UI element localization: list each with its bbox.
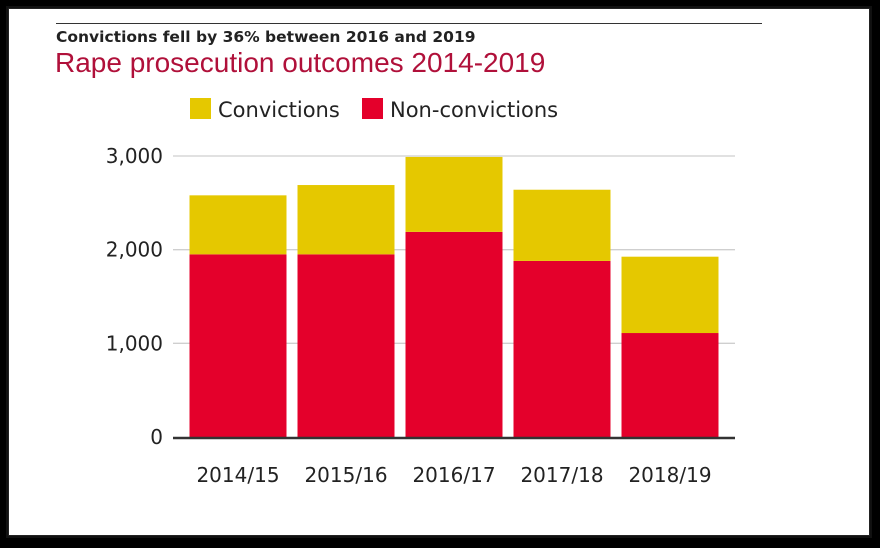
bar-segment-non-convictions [189,254,287,437]
bar-segment-convictions [621,256,719,334]
bar-segment-non-convictions [621,333,719,437]
bar-segment-non-convictions [513,260,611,437]
x-tick-label: 2015/16 [304,463,387,487]
x-tick-label: 2014/15 [196,463,279,487]
bar-segment-convictions [189,195,287,255]
chart-subtitle: Convictions fell by 36% between 2016 and… [56,28,476,46]
bar-segment-convictions [405,156,503,232]
chart-title: Rape prosecution outcomes 2014-2019 [55,47,546,78]
y-tick-label: 2,000 [106,238,163,262]
x-tick-label: 2016/17 [412,463,495,487]
bar-segment-non-convictions [297,254,395,437]
legend-label: Convictions [218,98,340,122]
x-tick-label: 2017/18 [520,463,603,487]
y-tick-label: 0 [150,425,163,449]
legend-swatch [190,98,211,119]
bar-segment-non-convictions [405,231,503,437]
legend-label: Non-convictions [390,98,558,122]
legend-swatch [362,98,383,119]
y-tick-label: 1,000 [106,331,163,355]
bar-segment-convictions [513,189,611,261]
bar-segment-convictions [297,185,395,255]
header-rule [56,23,762,24]
x-tick-label: 2018/19 [628,463,711,487]
y-tick-label: 3,000 [106,144,163,168]
